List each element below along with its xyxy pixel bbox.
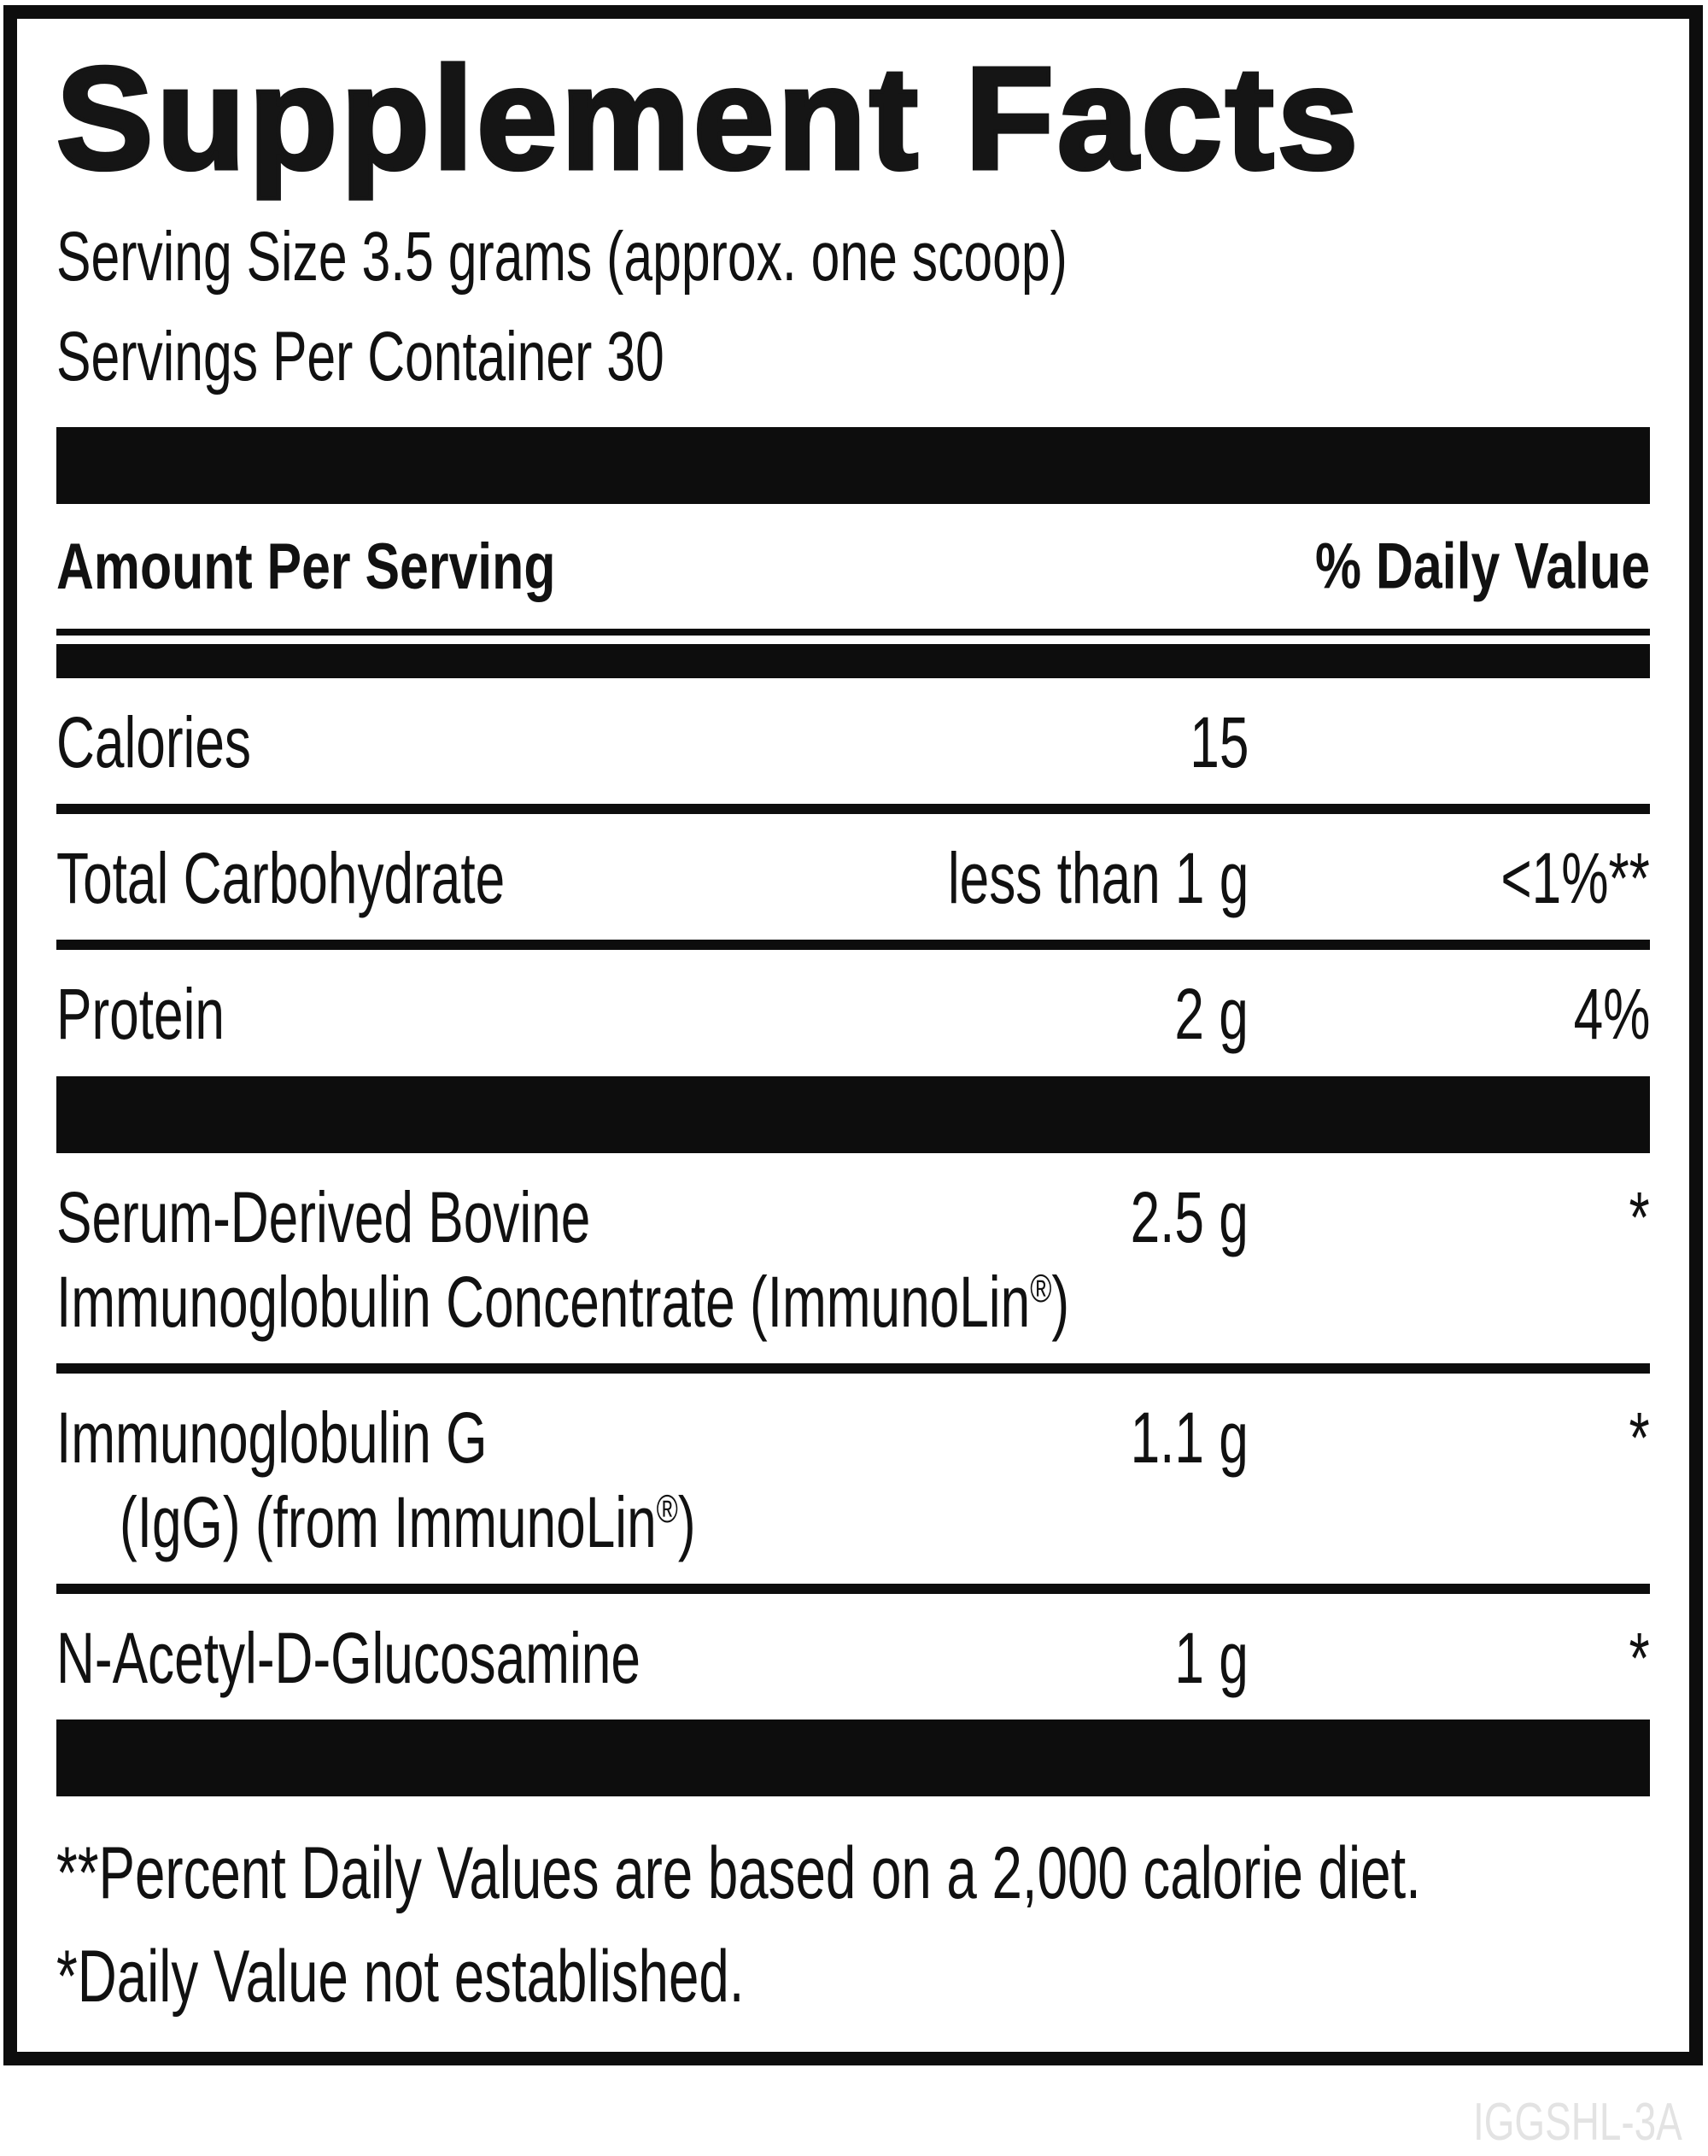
immunoglobulin-g-amount: 1.1 g (1130, 1397, 1249, 1478)
serum-name-line2-close: ) (1051, 1261, 1070, 1342)
calories-name: Calories (56, 702, 252, 783)
amount-per-serving-header: Amount Per Serving (56, 530, 556, 603)
row-total-carbohydrate: Total Carbohydrate less than 1 g <1%** (56, 814, 1650, 951)
footnotes: **Percent Daily Values are based on a 2,… (56, 1822, 1650, 2028)
product-code-text: IGGSHL-3A (1473, 2093, 1682, 2152)
footnote-percent-daily-values-text: **Percent Daily Values are based on a 2,… (56, 1832, 1421, 1915)
row-n-acetyl-d-glucosamine: N-Acetyl-D-Glucosamine 1 g * (56, 1594, 1650, 1720)
column-header-row: Amount Per Serving % Daily Value (56, 504, 1650, 629)
product-code: IGGSHL-3A (1400, 2092, 1682, 2153)
n-acetyl-d-glucosamine-dv: * (1629, 1618, 1650, 1699)
servings-per-container-line: Servings Per Container 30 (56, 308, 1650, 407)
serum-immunoglobulin-name-line1: Serum-Derived Bovine (56, 1176, 591, 1257)
registered-trademark-icon: ® (656, 1485, 678, 1531)
igg-name-line2-close: ) (677, 1481, 696, 1562)
serum-immunoglobulin-dv: * (1629, 1176, 1650, 1257)
immunoglobulin-g-name-line1: Immunoglobulin G (56, 1397, 488, 1478)
percent-daily-value-header-wrap: % Daily Value (1231, 530, 1650, 604)
serum-name-line2-text: Immunoglobulin Concentrate (ImmunoLin (56, 1261, 1031, 1342)
immunoglobulin-g-name: Immunoglobulin G (IgG) (from ImmunoLin®) (56, 1396, 1650, 1565)
row-immunoglobulin-g: Immunoglobulin G (IgG) (from ImmunoLin®)… (56, 1374, 1650, 1595)
percent-daily-value-header: % Daily Value (1314, 530, 1650, 603)
page-title: Supplement Facts (55, 35, 1362, 202)
row-calories: Calories 15 (56, 678, 1650, 815)
serving-size-line: Serving Size 3.5 grams (approx. one scoo… (56, 208, 1650, 307)
immunoglobulin-g-name-line2: (IgG) (from ImmunoLin®) (120, 1480, 696, 1565)
protein-amount: 2 g (1174, 974, 1249, 1055)
registered-trademark-icon: ® (1030, 1265, 1052, 1310)
total-carbohydrate-amount: less than 1 g (947, 838, 1249, 919)
section-divider-bar-top (56, 427, 1650, 505)
footnote-daily-value-not-established-text: *Daily Value not established. (56, 1935, 745, 2018)
calories-amount: 15 (1189, 702, 1249, 783)
servings-per-container-text: Servings Per Container 30 (56, 317, 664, 395)
row-serum-immunoglobulin: Serum-Derived Bovine Immunoglobulin Conc… (56, 1153, 1650, 1374)
supplement-facts-panel: Supplement Facts Serving Size 3.5 grams … (3, 5, 1703, 2065)
immunoglobulin-g-name-line2-wrap: (IgG) (from ImmunoLin®) (56, 1480, 1650, 1565)
header-rule (56, 629, 1650, 679)
protein-name: Protein (56, 974, 225, 1055)
footnote-percent-daily-values: **Percent Daily Values are based on a 2,… (56, 1822, 1650, 1925)
serving-size-text: Serving Size 3.5 grams (approx. one scoo… (56, 218, 1068, 296)
n-acetyl-d-glucosamine-amount: 1 g (1174, 1618, 1249, 1699)
igg-name-line2-text: (IgG) (from ImmunoLin (120, 1481, 657, 1562)
serum-immunoglobulin-name: Serum-Derived Bovine Immunoglobulin Conc… (56, 1175, 1650, 1345)
total-carbohydrate-dv: <1%** (1500, 838, 1650, 919)
footnote-daily-value-not-established: *Daily Value not established. (56, 1925, 1650, 2028)
serum-immunoglobulin-name-line2: Immunoglobulin Concentrate (ImmunoLin®) (56, 1260, 1069, 1345)
serum-immunoglobulin-amount: 2.5 g (1130, 1176, 1249, 1257)
immunoglobulin-g-dv: * (1629, 1397, 1650, 1478)
section-divider-bar-bottom (56, 1720, 1650, 1797)
protein-dv: 4% (1573, 974, 1650, 1055)
section-divider-bar-middle (56, 1075, 1650, 1153)
n-acetyl-d-glucosamine-name: N-Acetyl-D-Glucosamine (56, 1618, 640, 1699)
total-carbohydrate-name: Total Carbohydrate (56, 838, 506, 919)
row-protein: Protein 2 g 4% (56, 950, 1650, 1075)
